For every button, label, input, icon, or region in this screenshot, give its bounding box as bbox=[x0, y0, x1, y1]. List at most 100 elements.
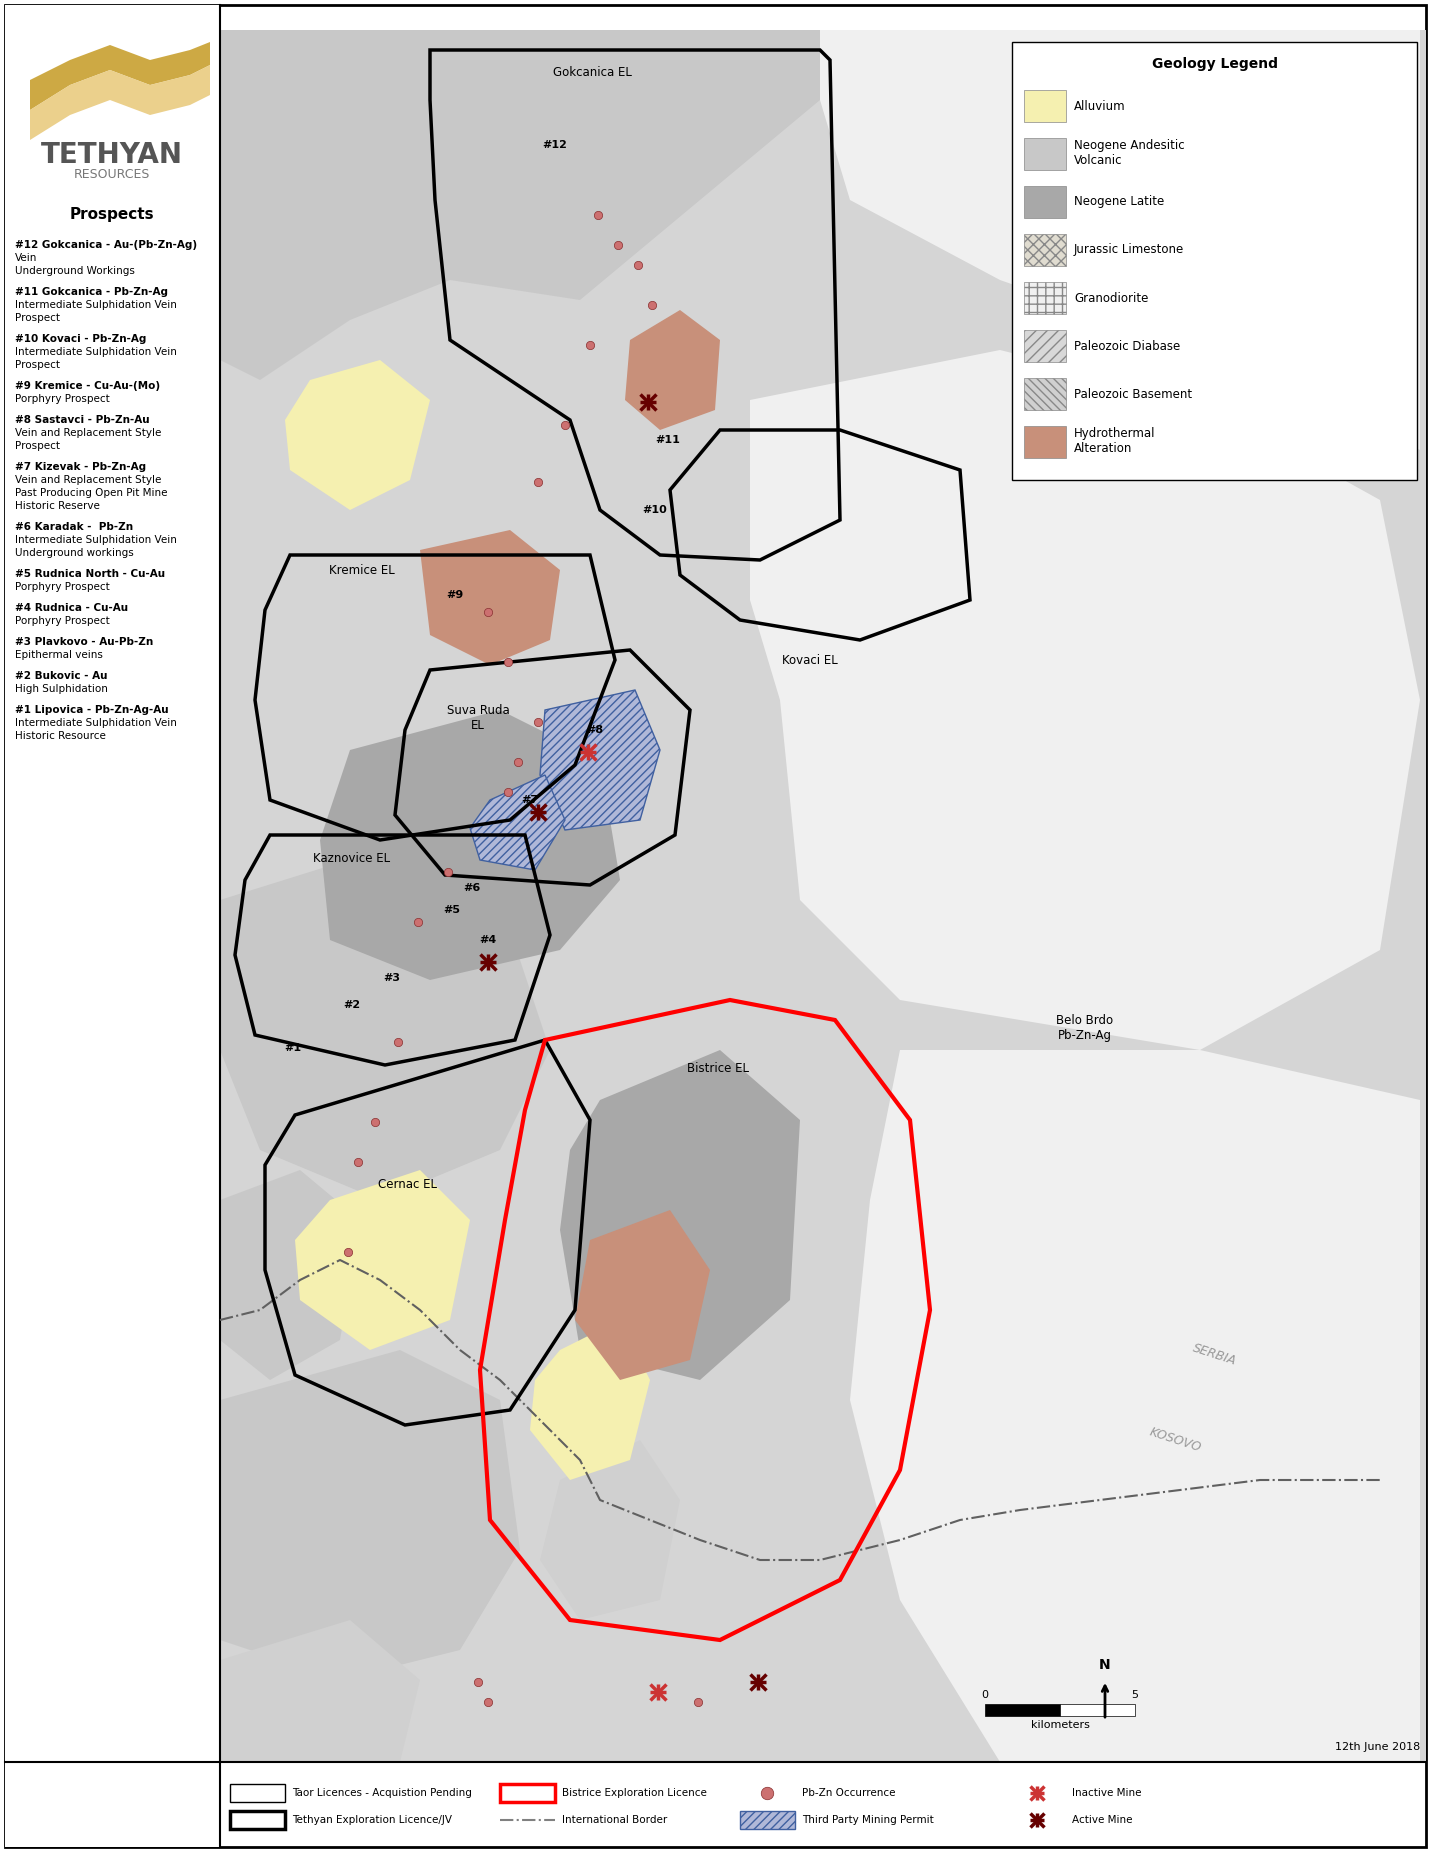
Bar bbox=[1025, 233, 1066, 267]
Bar bbox=[230, 1783, 285, 1802]
Text: Jurassic Limestone: Jurassic Limestone bbox=[1075, 243, 1185, 256]
Text: kilometers: kilometers bbox=[1030, 1721, 1089, 1730]
Text: #8: #8 bbox=[587, 724, 604, 735]
Polygon shape bbox=[625, 309, 720, 430]
Bar bbox=[1025, 139, 1066, 170]
Text: Kaznovice EL: Kaznovice EL bbox=[313, 852, 391, 865]
Text: Inactive Mine: Inactive Mine bbox=[1072, 1787, 1142, 1798]
Polygon shape bbox=[575, 1209, 710, 1380]
Text: Pb-Zn Occurrence: Pb-Zn Occurrence bbox=[801, 1787, 896, 1798]
Text: Paleozoic Diabase: Paleozoic Diabase bbox=[1075, 339, 1181, 352]
Text: #10 Kovaci - Pb-Zn-Ag: #10 Kovaci - Pb-Zn-Ag bbox=[14, 333, 146, 344]
Polygon shape bbox=[421, 530, 560, 665]
Bar bbox=[1060, 1704, 1135, 1717]
Polygon shape bbox=[295, 1170, 469, 1350]
Text: Alluvium: Alluvium bbox=[1075, 100, 1126, 113]
Text: #4 Rudnica - Cu-Au: #4 Rudnica - Cu-Au bbox=[14, 604, 129, 613]
Text: Volcanic: Volcanic bbox=[1075, 154, 1122, 167]
Text: Active Mine: Active Mine bbox=[1072, 1815, 1132, 1824]
Text: 5: 5 bbox=[1132, 1691, 1139, 1700]
Text: Epithermal veins: Epithermal veins bbox=[14, 650, 103, 659]
Polygon shape bbox=[820, 30, 1420, 450]
Text: SERBIA: SERBIA bbox=[1192, 1343, 1238, 1369]
Bar bbox=[1025, 91, 1066, 122]
Text: Kovaci EL: Kovaci EL bbox=[783, 654, 839, 667]
Text: #6 Karadak -  Pb-Zn: #6 Karadak - Pb-Zn bbox=[14, 522, 133, 532]
Bar bbox=[1025, 426, 1066, 457]
Bar bbox=[1012, 43, 1417, 480]
Polygon shape bbox=[220, 1350, 519, 1680]
Text: Suva Ruda
EL: Suva Ruda EL bbox=[446, 704, 509, 732]
Text: Neogene Latite: Neogene Latite bbox=[1075, 196, 1165, 209]
Text: #7: #7 bbox=[521, 795, 538, 806]
Text: #12: #12 bbox=[542, 141, 568, 150]
Bar bbox=[1025, 378, 1066, 409]
Text: #2: #2 bbox=[343, 1000, 361, 1009]
Bar bbox=[1025, 185, 1066, 219]
Text: Vein and Replacement Style: Vein and Replacement Style bbox=[14, 474, 162, 485]
Text: High Sulphidation: High Sulphidation bbox=[14, 683, 107, 694]
Text: Prospects: Prospects bbox=[70, 207, 155, 222]
Polygon shape bbox=[750, 350, 1420, 1050]
Text: International Border: International Border bbox=[562, 1815, 667, 1824]
Text: 12th June 2018: 12th June 2018 bbox=[1335, 1743, 1420, 1752]
Polygon shape bbox=[220, 1170, 361, 1380]
Polygon shape bbox=[850, 1050, 1420, 1761]
Text: #5 Rudnica North - Cu-Au: #5 Rudnica North - Cu-Au bbox=[14, 569, 165, 580]
Text: Tethyan Exploration Licence/JV: Tethyan Exploration Licence/JV bbox=[292, 1815, 452, 1824]
Text: N: N bbox=[1099, 1658, 1110, 1672]
Text: #3 Plavkovo - Au-Pb-Zn: #3 Plavkovo - Au-Pb-Zn bbox=[14, 637, 153, 646]
Text: Porphyry Prospect: Porphyry Prospect bbox=[14, 582, 110, 593]
Text: #8 Sastavci - Pb-Zn-Au: #8 Sastavci - Pb-Zn-Au bbox=[14, 415, 150, 424]
Text: Intermediate Sulphidation Vein: Intermediate Sulphidation Vein bbox=[14, 346, 177, 357]
Polygon shape bbox=[539, 1441, 680, 1620]
Text: Belo Brdo
Pb-Zn-Ag: Belo Brdo Pb-Zn-Ag bbox=[1056, 1015, 1113, 1043]
Text: Geology Legend: Geology Legend bbox=[1152, 57, 1278, 70]
Bar bbox=[985, 1704, 1060, 1717]
Text: #9 Kremice - Cu-Au-(Mo): #9 Kremice - Cu-Au-(Mo) bbox=[14, 382, 160, 391]
Text: KOSOVO: KOSOVO bbox=[1148, 1426, 1202, 1454]
Text: #1: #1 bbox=[285, 1043, 302, 1054]
Polygon shape bbox=[321, 709, 620, 980]
Text: Prospect: Prospect bbox=[14, 441, 60, 452]
Text: #10: #10 bbox=[643, 506, 667, 515]
Text: #9: #9 bbox=[446, 591, 464, 600]
Polygon shape bbox=[30, 65, 210, 141]
Text: #11 Gokcanica - Pb-Zn-Ag: #11 Gokcanica - Pb-Zn-Ag bbox=[14, 287, 167, 296]
Text: #1 Lipovica - Pb-Zn-Ag-Au: #1 Lipovica - Pb-Zn-Ag-Au bbox=[14, 706, 169, 715]
Text: Vein: Vein bbox=[14, 254, 37, 263]
Polygon shape bbox=[220, 1620, 421, 1761]
Text: Prospect: Prospect bbox=[14, 313, 60, 322]
Text: #3: #3 bbox=[384, 972, 401, 983]
Text: Porphyry Prospect: Porphyry Prospect bbox=[14, 394, 110, 404]
Text: #11: #11 bbox=[655, 435, 680, 444]
Text: Third Party Mining Permit: Third Party Mining Permit bbox=[801, 1815, 934, 1824]
Text: Intermediate Sulphidation Vein: Intermediate Sulphidation Vein bbox=[14, 535, 177, 544]
Bar bbox=[740, 1811, 796, 1830]
Text: Prospect: Prospect bbox=[14, 359, 60, 370]
Polygon shape bbox=[220, 850, 550, 1200]
Text: #7 Kizevak - Pb-Zn-Ag: #7 Kizevak - Pb-Zn-Ag bbox=[14, 461, 146, 472]
Bar bbox=[499, 1783, 555, 1802]
Polygon shape bbox=[285, 359, 429, 509]
Text: Bistrice Exploration Licence: Bistrice Exploration Licence bbox=[562, 1787, 707, 1798]
Text: 0: 0 bbox=[982, 1691, 989, 1700]
Bar bbox=[220, 30, 1427, 1761]
Text: #6: #6 bbox=[464, 883, 481, 893]
Polygon shape bbox=[469, 774, 565, 870]
Text: Vein and Replacement Style: Vein and Replacement Style bbox=[14, 428, 162, 439]
Text: Paleozoic Basement: Paleozoic Basement bbox=[1075, 387, 1192, 400]
Text: #4: #4 bbox=[479, 935, 497, 945]
Text: Intermediate Sulphidation Vein: Intermediate Sulphidation Vein bbox=[14, 719, 177, 728]
Text: RESOURCES: RESOURCES bbox=[74, 169, 150, 181]
Text: Kremice EL: Kremice EL bbox=[329, 563, 395, 576]
Text: Porphyry Prospect: Porphyry Prospect bbox=[14, 617, 110, 626]
Text: Granodiorite: Granodiorite bbox=[1075, 291, 1148, 304]
Text: #5: #5 bbox=[444, 906, 461, 915]
Text: Neogene Andesitic: Neogene Andesitic bbox=[1075, 139, 1185, 152]
Text: Past Producing Open Pit Mine: Past Producing Open Pit Mine bbox=[14, 487, 167, 498]
Text: Bistrice EL: Bistrice EL bbox=[687, 1061, 748, 1074]
Bar bbox=[4, 6, 220, 1846]
Text: Gokcanica EL: Gokcanica EL bbox=[552, 65, 631, 78]
Bar bbox=[1025, 330, 1066, 361]
